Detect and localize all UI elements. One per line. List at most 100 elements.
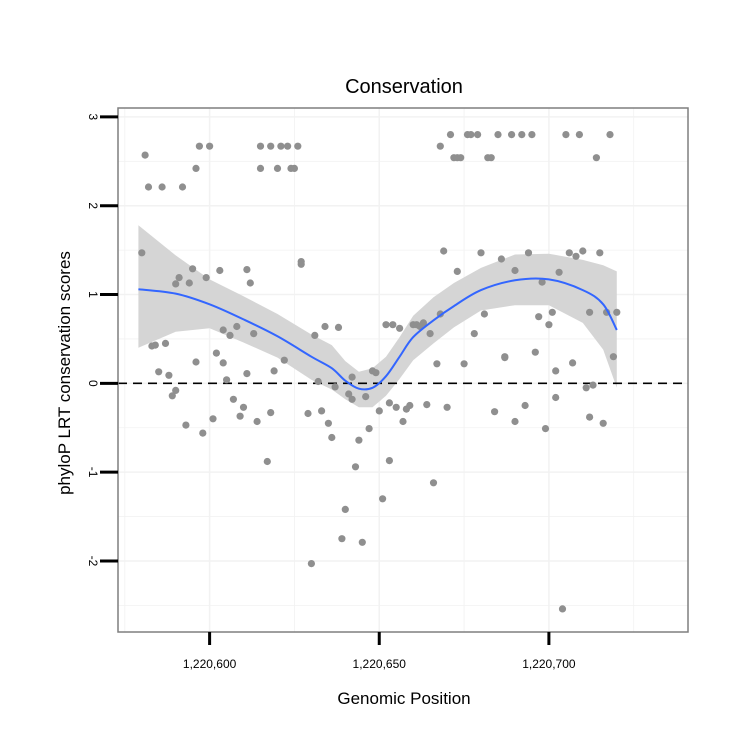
data-point — [233, 322, 241, 331]
data-point — [365, 425, 373, 433]
data-point — [246, 279, 254, 287]
data-point — [569, 359, 577, 367]
chart-title: Conservation — [345, 76, 463, 98]
y-tick-label: -2 — [86, 556, 100, 567]
data-point — [321, 322, 329, 331]
data-point — [599, 419, 607, 427]
data-point — [243, 266, 251, 274]
data-point — [558, 605, 567, 613]
data-point — [277, 142, 285, 150]
data-point — [185, 279, 193, 287]
data-point — [318, 407, 326, 415]
data-point — [524, 249, 533, 257]
data-point — [436, 142, 444, 150]
x-tick-label: 1,220,600 — [183, 657, 237, 671]
data-point — [311, 331, 319, 339]
data-point — [348, 373, 356, 381]
smooth-line — [138, 277, 618, 391]
data-point — [236, 412, 244, 420]
data-point — [151, 341, 159, 349]
y-tick-label: 2 — [86, 202, 100, 209]
data-point — [267, 142, 275, 150]
data-point — [565, 249, 573, 257]
data-point — [345, 390, 353, 398]
data-point — [582, 384, 590, 392]
data-point — [178, 183, 187, 191]
data-point — [474, 131, 482, 139]
y-tick-label: 0 — [86, 380, 100, 387]
data-point — [396, 324, 404, 332]
data-point — [372, 369, 380, 377]
data-point — [592, 154, 601, 162]
data-point — [172, 280, 180, 288]
data-point — [219, 326, 227, 334]
data-point — [229, 395, 237, 403]
data-point — [596, 249, 604, 257]
data-point — [199, 429, 207, 437]
data-point — [168, 392, 176, 400]
data-point — [256, 164, 265, 172]
data-point — [423, 401, 431, 409]
data-point — [324, 419, 332, 427]
data-point — [579, 247, 587, 255]
y-tick-label: -1 — [86, 467, 100, 478]
data-point — [216, 266, 224, 275]
data-point — [586, 413, 594, 421]
data-point — [158, 183, 166, 191]
confidence-band — [138, 225, 617, 408]
x-tick-label: 1,220,650 — [353, 657, 407, 671]
data-point — [226, 331, 234, 339]
data-point — [202, 274, 210, 282]
data-point — [606, 131, 614, 139]
x-axis-title: Genomic Position — [337, 689, 470, 708]
data-point — [375, 407, 383, 415]
data-point — [552, 367, 560, 375]
data-point — [267, 409, 275, 417]
data-point — [443, 403, 451, 411]
data-point — [338, 535, 346, 543]
x-tick-label: 1,220,700 — [522, 657, 576, 671]
y-axis: -2 -1 0 1 2 3 — [86, 114, 118, 567]
data-point — [531, 348, 539, 356]
data-point — [477, 249, 485, 257]
data-point — [195, 142, 203, 150]
data-point — [389, 321, 397, 329]
data-point — [446, 131, 455, 139]
data-point — [433, 360, 441, 368]
data-point — [138, 249, 146, 257]
data-point — [494, 131, 502, 139]
data-point — [253, 417, 261, 426]
data-point — [348, 395, 356, 403]
data-point — [161, 339, 170, 347]
data-point — [362, 393, 370, 401]
data-point — [334, 323, 343, 331]
data-point — [511, 417, 519, 426]
data-point — [192, 164, 200, 172]
data-point — [609, 353, 618, 361]
data-point — [487, 154, 495, 162]
data-point — [501, 354, 509, 362]
data-point — [382, 321, 390, 329]
data-point — [392, 403, 400, 411]
data-point — [572, 252, 580, 260]
data-point — [562, 131, 570, 139]
data-point — [575, 131, 584, 139]
data-point — [406, 401, 414, 410]
data-point — [521, 401, 529, 410]
data-point — [273, 164, 282, 172]
data-point — [175, 274, 183, 282]
data-point — [457, 154, 465, 162]
data-point — [545, 321, 553, 329]
data-point — [206, 142, 214, 150]
data-point — [528, 131, 536, 139]
data-point — [555, 268, 563, 276]
data-point — [331, 383, 339, 391]
plot-panel-border — [117, 107, 689, 633]
data-point — [141, 151, 149, 159]
smooth-line-group — [138, 277, 618, 391]
data-point — [297, 260, 305, 268]
data-point — [223, 376, 231, 384]
data-point — [239, 403, 248, 411]
data-point — [460, 360, 468, 368]
